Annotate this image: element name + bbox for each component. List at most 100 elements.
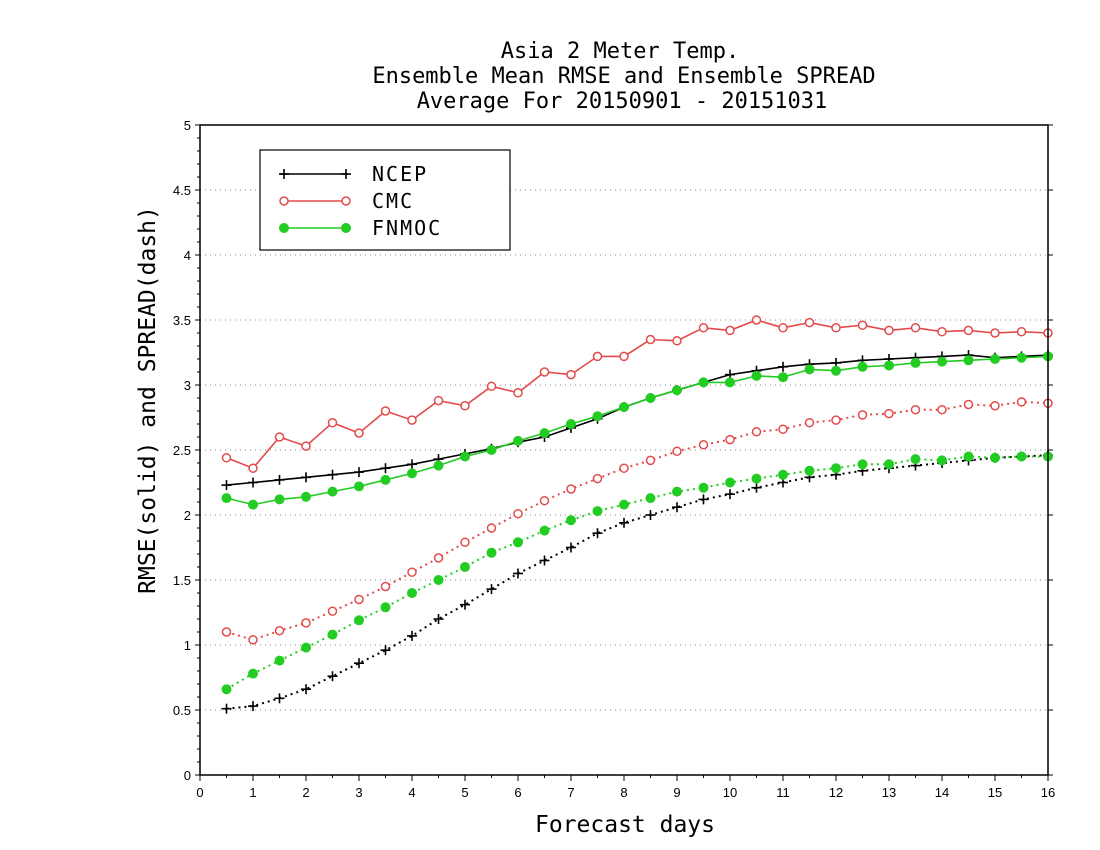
x-tick-label: 12 [829,785,843,800]
data-point [566,515,576,526]
data-point [354,658,364,669]
data-point [937,326,947,337]
data-point [672,385,682,396]
x-tick-label: 15 [988,785,1002,800]
legend-item-cmc: CMC [279,189,412,213]
data-point [910,323,921,333]
data-point [857,361,868,372]
data-point [751,473,762,484]
series-line [226,454,1049,710]
data-point [354,481,364,492]
data-point [619,517,629,528]
axes: 00.511.522.533.544.550 1 2 3 4 5 6 7 8 9 10 11 12 13 1… [173,118,1055,800]
data-point [248,499,258,510]
data-point [539,495,550,506]
data-point [725,325,735,336]
series-ncep-rmse [221,350,1053,491]
data-point [301,472,311,483]
data-point [804,417,815,428]
data-point [778,424,788,434]
x-tick-label: 9 [673,785,680,800]
series-cmc-spread [221,397,1053,645]
data-point [645,455,656,466]
legend-item-fnmoc: FNMOC [279,216,440,240]
legend-item-ncep: NCEP [279,162,426,186]
x-tick-label: 13 [882,785,896,800]
data-point [592,411,603,422]
data-point [354,467,364,478]
legend: NCEP CMC FNMOC [259,149,511,251]
data-point [857,410,868,420]
data-point [751,427,762,437]
data-point [460,451,470,462]
data-point [460,599,470,610]
x-tick-label: 3 [355,785,362,800]
data-point [221,493,232,504]
legend-marker-right [341,196,351,206]
series-cmc-rmse [221,315,1053,473]
data-point [407,588,417,598]
data-point [513,508,523,519]
data-point [327,417,338,428]
data-point [963,325,974,336]
legend-box [259,149,511,251]
data-point [513,435,523,446]
data-point [274,474,285,485]
data-point [831,365,841,376]
data-point [566,542,576,553]
data-point [698,494,709,505]
y-tick-label: 3.5 [173,313,191,328]
data-point [831,415,841,425]
data-point [751,315,762,325]
x-tick-label: 14 [935,785,949,800]
data-point [486,547,497,558]
data-point [221,480,232,491]
data-point [221,703,232,714]
data-point [433,614,444,624]
data-point [698,440,709,450]
x-tick-label: 5 [461,785,468,800]
data-point [221,684,232,695]
data-point [380,602,391,613]
x-tick-label: 0 [196,785,203,800]
data-point [778,372,788,383]
data-point [619,402,629,413]
data-point [274,494,285,505]
data-point [990,328,1000,338]
data-point [566,484,576,494]
legend-marker-left [279,196,289,206]
data-point [725,434,735,445]
series-fnmoc-rmse [221,351,1053,510]
data-point [327,629,338,640]
data-point [937,455,947,466]
data-point [539,367,550,377]
series-line [226,319,1049,470]
series-line [226,355,1049,506]
data-point [672,446,682,457]
data-point [301,684,311,695]
data-point [380,463,391,474]
data-point [990,452,1000,463]
data-point [592,528,603,539]
y-tick-label: 4 [184,248,191,263]
data-point [672,336,682,346]
data-point [407,459,417,470]
data-point [831,323,841,333]
legend-marker-left [279,223,289,233]
data-point [274,625,285,636]
data-point [831,463,841,474]
data-point [380,581,391,592]
data-point [221,453,232,463]
plot-area [221,315,1053,714]
data-point [539,428,550,439]
data-point [937,356,947,367]
data-point [327,606,338,616]
data-point [407,567,417,577]
x-tick-label: 4 [408,785,415,800]
data-point [778,469,788,480]
data-point [513,537,523,548]
y-tick-label: 2 [184,508,191,523]
series-line [226,400,1049,641]
data-point [937,404,947,415]
y-tick-label: 0.5 [173,703,191,718]
